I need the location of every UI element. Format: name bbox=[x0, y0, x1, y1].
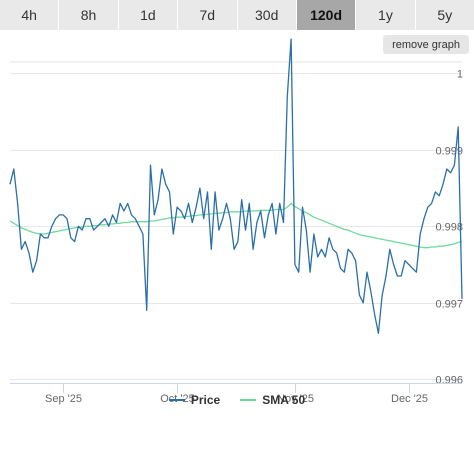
tab-30d[interactable]: 30d bbox=[237, 0, 297, 30]
price-series-line bbox=[9, 38, 463, 334]
tab-8h[interactable]: 8h bbox=[59, 0, 119, 30]
tab-1y[interactable]: 1y bbox=[356, 0, 416, 30]
chart-legend: Price SMA 50 bbox=[0, 393, 474, 407]
tab-5y[interactable]: 5y bbox=[415, 0, 474, 30]
legend-item-price[interactable]: Price bbox=[168, 393, 221, 407]
legend-label-sma: SMA 50 bbox=[262, 393, 306, 407]
time-range-tabs: 4h 8h 1d 7d 30d 120d 1y 5y bbox=[0, 0, 474, 30]
legend-swatch-sma bbox=[240, 399, 257, 401]
tab-7d[interactable]: 7d bbox=[178, 0, 238, 30]
x-tick-label: Sep '25 bbox=[45, 393, 82, 405]
tab-1d[interactable]: 1d bbox=[118, 0, 179, 30]
y-tick-label: 0.996 bbox=[435, 375, 463, 387]
x-tick-label: Dec '25 bbox=[391, 393, 428, 405]
x-tick-label: Nov '25 bbox=[277, 393, 314, 405]
sma-50-series-line bbox=[9, 202, 463, 249]
tab-4h[interactable]: 4h bbox=[0, 0, 60, 30]
legend-label-price: Price bbox=[190, 393, 221, 407]
y-tick-label: 0.998 bbox=[435, 222, 463, 234]
y-tick-label: 0.997 bbox=[435, 299, 463, 311]
legend-item-sma[interactable]: SMA 50 bbox=[240, 393, 305, 407]
y-tick-label: 1 bbox=[457, 69, 463, 81]
tab-120d[interactable]: 120d bbox=[296, 0, 357, 30]
legend-swatch-price bbox=[168, 399, 185, 401]
remove-graph-button[interactable]: remove graph bbox=[383, 35, 469, 54]
